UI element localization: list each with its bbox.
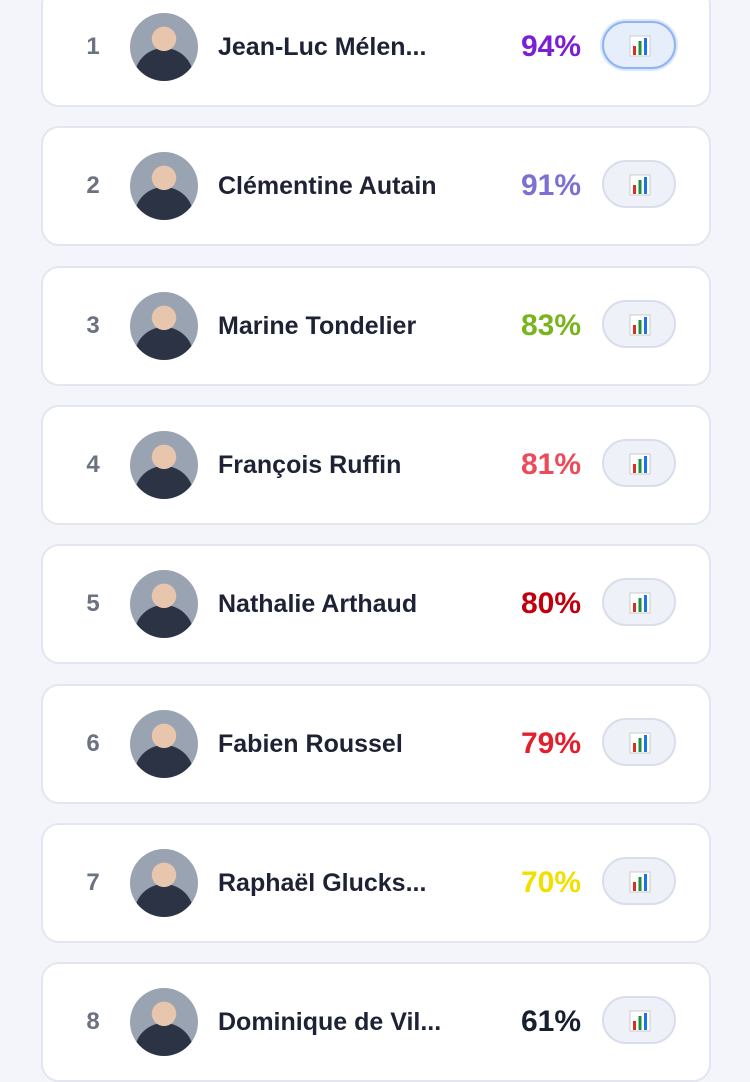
candidate-name: Marine Tondelier: [218, 311, 417, 340]
score: 61%: [520, 1005, 581, 1039]
rank: 5: [86, 590, 100, 618]
chart-icon: [629, 732, 651, 753]
avatar: [130, 430, 198, 499]
candidate-name: Raphaël Glucks...: [218, 868, 427, 897]
candidate-card: 7 Raphaël Glucks... 70%: [41, 822, 711, 943]
avatar: [130, 988, 198, 1057]
avatar: [130, 570, 198, 639]
candidate-card: 2 Clémentine Autain 91%: [41, 126, 711, 247]
score: 81%: [520, 447, 581, 481]
chart-icon: [629, 871, 651, 893]
chart-icon: [629, 1010, 651, 1032]
stats-button[interactable]: [602, 21, 676, 69]
candidate-card: 1 Jean-Luc Mélen... 94%: [41, 0, 711, 107]
stats-button[interactable]: [602, 717, 676, 766]
rank: 4: [86, 450, 100, 478]
stats-button[interactable]: [602, 578, 676, 627]
score: 79%: [520, 726, 581, 760]
candidate-card: 4 François Ruffin 81%: [41, 404, 711, 525]
candidate-name: Fabien Roussel: [218, 729, 403, 758]
score: 83%: [520, 308, 581, 342]
candidate-name: Clémentine Autain: [218, 172, 437, 201]
candidate-name: Jean-Luc Mélen...: [218, 33, 427, 61]
chart-icon: [629, 174, 651, 196]
candidate-card: 8 Dominique de Vil... 61%: [41, 962, 711, 1082]
stats-button[interactable]: [602, 438, 676, 487]
score: 94%: [520, 30, 581, 63]
rank: 2: [86, 172, 100, 200]
stats-button[interactable]: [602, 160, 676, 209]
avatar: [130, 848, 198, 917]
chart-icon: [629, 314, 651, 336]
score: 91%: [520, 169, 581, 203]
rank: 3: [86, 311, 100, 339]
page: {"rows": [ {"rank": "1", "name": "Jean-L…: [41, 0, 711, 1082]
avatar: [130, 709, 198, 778]
score: 80%: [520, 587, 581, 621]
rank: 8: [86, 1008, 100, 1036]
avatar: [130, 291, 198, 360]
stats-button[interactable]: [602, 996, 676, 1045]
score: 70%: [520, 865, 581, 899]
chart-icon: [629, 592, 651, 614]
stats-button[interactable]: [602, 856, 676, 905]
candidate-card: 6 Fabien Roussel 79%: [41, 683, 711, 804]
rank: 1: [86, 33, 100, 60]
stats-button[interactable]: [602, 299, 676, 348]
chart-icon: [629, 453, 651, 475]
candidate-name: Nathalie Arthaud: [218, 590, 418, 619]
rank: 6: [86, 729, 100, 757]
chart-icon: [629, 35, 651, 57]
avatar: [130, 152, 198, 221]
candidate-card: 3 Marine Tondelier 83%: [41, 265, 711, 386]
candidate-card: 5 Nathalie Arthaud 80%: [41, 544, 711, 665]
candidate-name: François Ruffin: [218, 450, 402, 479]
candidate-name: Dominique de Vil...: [218, 1008, 442, 1037]
avatar: [130, 13, 198, 81]
rank: 7: [86, 868, 100, 896]
